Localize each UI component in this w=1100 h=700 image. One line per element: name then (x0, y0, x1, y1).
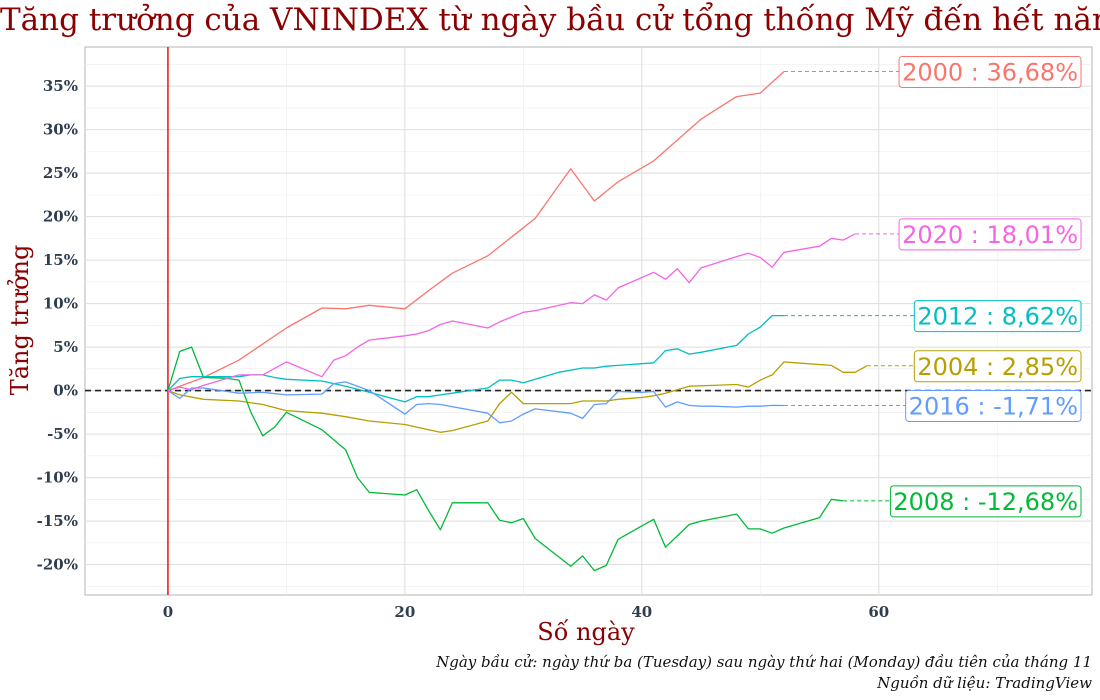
end-labels: 2000 : 36,68% 2004 : 2,85% 2008 : -12,68% 2… (783, 56, 1082, 518)
end-label-2016: 2016 : -1,71% (905, 389, 1082, 422)
x-axis-label: Số ngày (537, 618, 635, 646)
y-tick-label: 0% (53, 382, 78, 400)
reference-lines (85, 47, 1092, 595)
y-tick-label: 15% (43, 251, 78, 269)
axis-ticks: -20% -15% -10% -5% 0% 5% 10% 15% 20% 25% 30% 35% 0 20… (37, 77, 890, 621)
y-tick-label: -20% (37, 556, 78, 574)
y-tick-label: 25% (43, 164, 78, 182)
y-tick-label: 5% (53, 338, 78, 356)
y-tick-label: 20% (43, 208, 78, 226)
end-label-2012: 2012 : 8,62% (913, 300, 1082, 333)
end-label-text: 2020 : 18,01% (902, 221, 1078, 249)
series-line-2016 (167, 381, 785, 424)
end-label-text: 2004 : 2,85% (917, 353, 1078, 381)
y-axis-label: Tăng trưởng (6, 244, 34, 396)
end-label-2008: 2008 : -12,68% (889, 485, 1082, 518)
end-label-text: 2008 : -12,68% (893, 488, 1078, 516)
series-line-2020 (167, 233, 856, 392)
y-tick-label: -5% (47, 425, 78, 443)
caption-data-source: Nguồn dữ liệu: TradingView (877, 674, 1092, 692)
x-tick-label: 0 (163, 603, 173, 621)
end-label-box (905, 389, 1082, 422)
end-label-text: 2012 : 8,62% (917, 303, 1078, 331)
caption-election-day: Ngày bầu cử: ngày thứ ba (Tuesday) sau n… (436, 653, 1092, 671)
end-label-2000: 2000 : 36,68% (898, 56, 1082, 89)
end-label-box (913, 350, 1082, 383)
y-tick-label: -15% (37, 512, 78, 530)
end-label-box (898, 56, 1082, 89)
y-tick-label: -10% (37, 469, 78, 487)
end-label-box (913, 300, 1082, 333)
chart-title: Tăng trưởng của VNINDEX từ ngày bầu cử t… (0, 2, 1100, 38)
end-label-text: 2000 : 36,68% (902, 59, 1078, 87)
y-tick-label: 30% (43, 121, 78, 139)
end-label-text: 2016 : -1,71% (909, 392, 1078, 420)
end-label-box (898, 218, 1082, 251)
x-tick-label: 40 (631, 603, 652, 621)
x-tick-label: 20 (394, 603, 415, 621)
series-lines (167, 71, 868, 572)
y-tick-label: 35% (43, 77, 78, 95)
series-line-2004 (167, 361, 868, 433)
end-label-box (889, 485, 1082, 518)
series-line-2008 (167, 346, 844, 572)
series-line-2000 (167, 71, 785, 392)
end-label-2020: 2020 : 18,01% (898, 218, 1082, 251)
x-tick-label: 60 (868, 603, 889, 621)
y-tick-label: 10% (43, 295, 78, 313)
end-label-2004: 2004 : 2,85% (913, 350, 1082, 383)
